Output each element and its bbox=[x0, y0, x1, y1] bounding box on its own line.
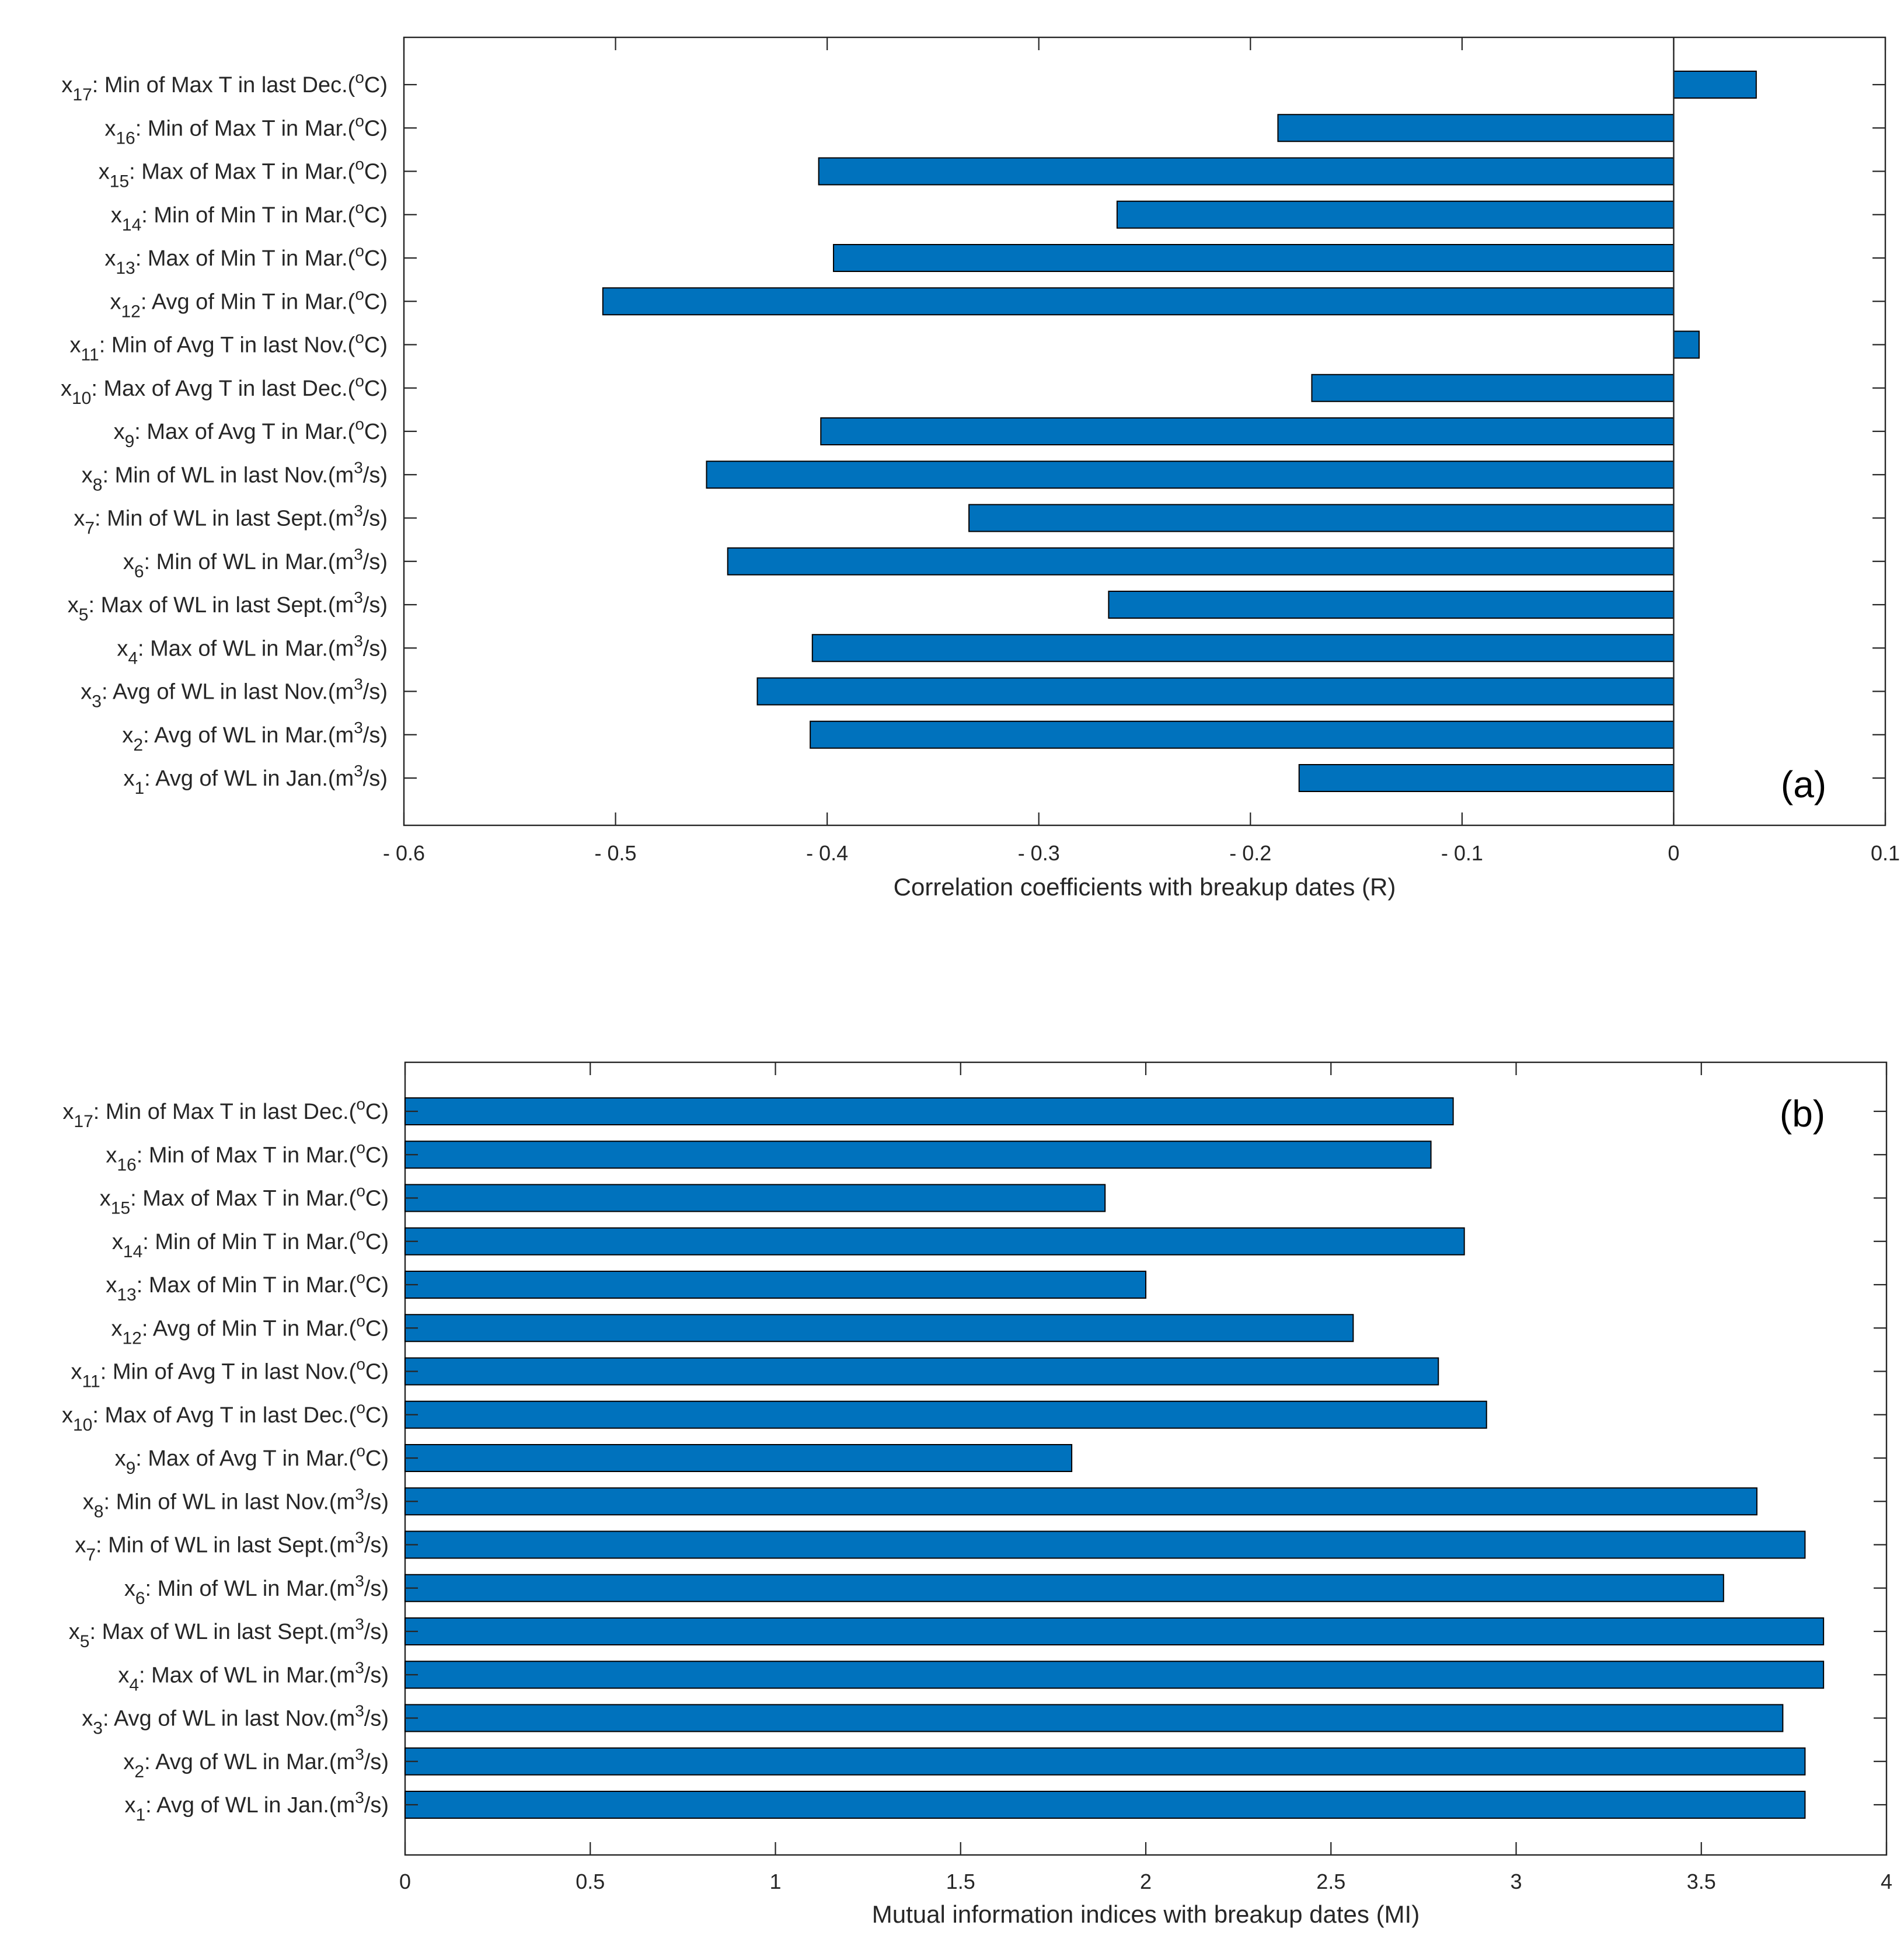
bar bbox=[1108, 591, 1675, 619]
bar bbox=[404, 1097, 1454, 1125]
category-label: x9: Max of Avg T in Mar.(oC) bbox=[115, 1442, 389, 1478]
bar bbox=[1116, 200, 1675, 229]
x-tick-label: 0.1 bbox=[1871, 841, 1900, 865]
bar bbox=[404, 1747, 1806, 1776]
category-label: x2: Avg of WL in Mar.(m3/s) bbox=[122, 719, 388, 755]
bar bbox=[1298, 764, 1675, 792]
category-label: x17: Min of Max T in last Dec.(oC) bbox=[61, 68, 388, 104]
x-tick-label: 3 bbox=[1510, 1870, 1522, 1893]
category-label: x14: Min of Min T in Mar.(oC) bbox=[111, 198, 388, 235]
category-label: x10: Max of Avg T in last Dec.(oC) bbox=[61, 372, 388, 408]
x-axis-label: Correlation coefficients with breakup da… bbox=[894, 873, 1396, 901]
category-label: x11: Min of Avg T in last Nov.(oC) bbox=[70, 329, 388, 365]
x-tick-label: 0 bbox=[1668, 841, 1679, 865]
category-label: x1: Avg of WL in Jan.(m3/s) bbox=[123, 762, 388, 798]
x-tick-label: 3.5 bbox=[1687, 1870, 1716, 1893]
category-label: x10: Max of Avg T in last Dec.(oC) bbox=[62, 1399, 389, 1435]
bar bbox=[404, 1791, 1806, 1819]
panel-label: (b) bbox=[1780, 1093, 1825, 1135]
category-label: x12: Avg of Min T in Mar.(oC) bbox=[110, 285, 388, 321]
x-tick-label: 0.5 bbox=[576, 1870, 605, 1893]
x-tick-label: - 0.1 bbox=[1441, 841, 1483, 865]
x-tick-label: - 0.4 bbox=[806, 841, 848, 865]
category-label: x13: Max of Min T in Mar.(oC) bbox=[106, 1268, 389, 1305]
bar bbox=[833, 244, 1675, 272]
x-tick-label: 1.5 bbox=[946, 1870, 975, 1893]
bar bbox=[404, 1314, 1354, 1342]
category-label: x7: Min of WL in last Sept.(m3/s) bbox=[75, 1529, 389, 1565]
category-label: x4: Max of WL in Mar.(m3/s) bbox=[118, 1658, 389, 1694]
bar bbox=[706, 461, 1675, 489]
x-axis-label: Mutual information indices with breakup … bbox=[872, 1900, 1420, 1928]
bar bbox=[404, 1271, 1146, 1299]
bar bbox=[1673, 330, 1700, 359]
category-label: x13: Max of Min T in Mar.(oC) bbox=[104, 242, 388, 278]
category-label: x3: Avg of WL in last Nov.(m3/s) bbox=[81, 675, 388, 712]
bar bbox=[404, 1227, 1465, 1256]
x-tick-label: - 0.2 bbox=[1229, 841, 1271, 865]
category-label: x14: Min of Min T in Mar.(oC) bbox=[112, 1225, 389, 1261]
bar bbox=[404, 1487, 1757, 1516]
category-label: x15: Max of Max T in Mar.(oC) bbox=[99, 155, 388, 191]
bar bbox=[811, 634, 1675, 662]
category-label: x6: Min of WL in Mar.(m3/s) bbox=[124, 1572, 389, 1608]
x-tick-label: - 0.5 bbox=[595, 841, 637, 865]
category-label: x8: Min of WL in last Nov.(m3/s) bbox=[82, 458, 388, 494]
category-label: x17: Min of Max T in last Dec.(oC) bbox=[62, 1095, 389, 1131]
bar bbox=[1673, 71, 1757, 99]
category-label: x6: Min of WL in Mar.(m3/s) bbox=[123, 545, 388, 581]
bar bbox=[404, 1400, 1487, 1429]
category-label: x12: Avg of Min T in Mar.(oC) bbox=[111, 1312, 389, 1348]
bar bbox=[820, 417, 1675, 445]
bar bbox=[818, 157, 1675, 186]
bar bbox=[404, 1704, 1784, 1732]
x-tick-label: 0 bbox=[399, 1870, 411, 1893]
panel-b-mutual-information: x1: Avg of WL in Jan.(m3/s) x2: Avg of WL… bbox=[62, 1061, 1892, 1928]
category-label: x5: Max of WL in last Sept.(m3/s) bbox=[68, 588, 388, 625]
bar bbox=[1277, 114, 1675, 142]
bar bbox=[1311, 374, 1675, 402]
x-tick-label: 4 bbox=[1881, 1870, 1892, 1893]
category-label: x15: Max of Max T in Mar.(oC) bbox=[100, 1182, 389, 1218]
bar bbox=[968, 504, 1675, 532]
bar bbox=[756, 677, 1675, 706]
category-label: x16: Min of Max T in Mar.(oC) bbox=[106, 1138, 389, 1174]
bar bbox=[404, 1530, 1806, 1559]
category-label: x9: Max of Avg T in Mar.(oC) bbox=[114, 415, 388, 451]
panel-label: (a) bbox=[1781, 763, 1826, 805]
bar bbox=[404, 1574, 1724, 1602]
x-tick-label: - 0.6 bbox=[383, 841, 425, 865]
x-tick-label: 2 bbox=[1140, 1870, 1152, 1893]
bar bbox=[727, 547, 1675, 576]
x-tick-label: 1 bbox=[769, 1870, 781, 1893]
x-tick-label: 2.5 bbox=[1316, 1870, 1345, 1893]
category-label: x1: Avg of WL in Jan.(m3/s) bbox=[124, 1788, 389, 1825]
panel-a-correlation: x1: Avg of WL in Jan.(m3/s) x2: Avg of WL… bbox=[61, 36, 1900, 901]
category-label: x7: Min of WL in last Sept.(m3/s) bbox=[74, 502, 388, 538]
bar bbox=[404, 1617, 1825, 1645]
category-label: x11: Min of Avg T in last Nov.(oC) bbox=[71, 1355, 389, 1392]
category-label: x8: Min of WL in last Nov.(m3/s) bbox=[83, 1485, 389, 1521]
bar bbox=[404, 1444, 1073, 1472]
category-label: x5: Max of WL in last Sept.(m3/s) bbox=[69, 1615, 389, 1651]
category-label: x4: Max of WL in Mar.(m3/s) bbox=[117, 632, 388, 668]
bar bbox=[602, 287, 1675, 316]
category-label: x2: Avg of WL in Mar.(m3/s) bbox=[123, 1745, 389, 1781]
bar bbox=[404, 1184, 1106, 1212]
bar bbox=[404, 1661, 1825, 1689]
bar bbox=[810, 720, 1675, 749]
bar bbox=[404, 1357, 1439, 1386]
x-tick-label: - 0.3 bbox=[1018, 841, 1060, 865]
bar bbox=[404, 1141, 1432, 1169]
category-label: x3: Avg of WL in last Nov.(m3/s) bbox=[82, 1702, 389, 1738]
category-label: x16: Min of Max T in Mar.(oC) bbox=[104, 111, 388, 148]
